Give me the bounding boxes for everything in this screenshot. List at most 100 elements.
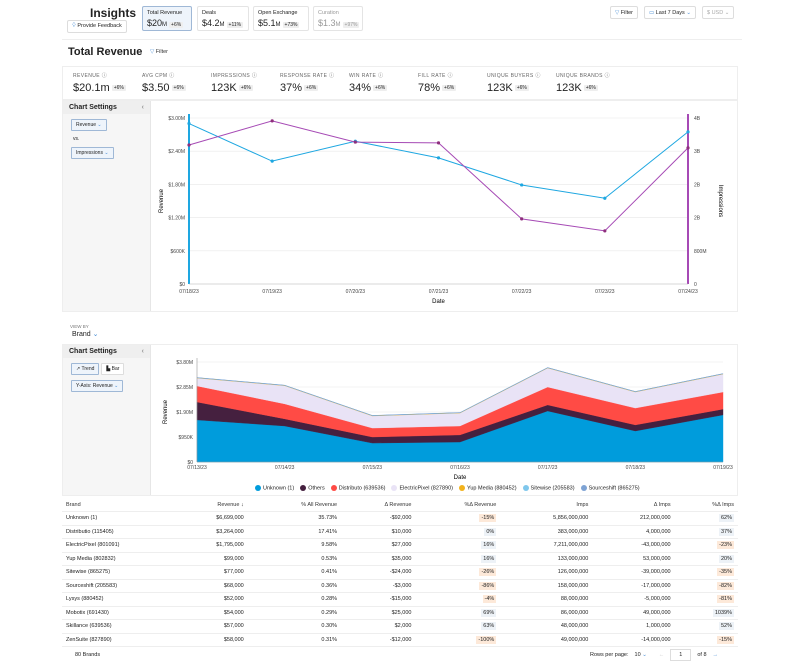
prev-page-icon[interactable]: ← bbox=[658, 652, 665, 658]
column-header[interactable]: %Δ Imps bbox=[674, 498, 738, 512]
data-point-impressions[interactable] bbox=[603, 229, 607, 233]
collapse-icon[interactable]: ‹ bbox=[141, 348, 144, 355]
cell-value: 126,000,000 bbox=[557, 569, 589, 576]
provide-feedback-button[interactable]: 💡︎ Provide Feedback bbox=[67, 20, 127, 33]
x-tick-label: 07/18/23 bbox=[626, 465, 646, 471]
section-filter-button[interactable]: ▽ Filter bbox=[150, 49, 168, 55]
sort-desc-icon[interactable]: ↓ bbox=[239, 501, 244, 508]
tab-label: Deals bbox=[202, 10, 217, 16]
data-point-impressions[interactable] bbox=[353, 140, 357, 144]
x-tick-label: 07/18/23 bbox=[179, 289, 199, 295]
table-cell: Yup Media (802832) bbox=[62, 552, 172, 566]
cell-value: Mobotix (691430) bbox=[66, 609, 109, 616]
info-icon[interactable]: ⓘ bbox=[167, 73, 175, 79]
filter-button[interactable]: ▽ Filter bbox=[610, 6, 638, 19]
table-cell: 49,000,000 bbox=[500, 633, 593, 647]
metric2-select[interactable]: Impressions ⌄ bbox=[71, 147, 114, 159]
table-cell: -82% bbox=[674, 579, 738, 593]
y-tick-label: $2.40M bbox=[168, 149, 185, 155]
legend-item[interactable]: Sourceshift (865275) bbox=[580, 485, 640, 491]
table-row[interactable]: Mobotix (691430) $54,000 0.29% $25,000 69% 86… bbox=[62, 606, 738, 620]
table-row[interactable]: Unknown (1) $6,699,000 35.73% -$92,000 -15% 5… bbox=[62, 511, 738, 526]
y-tick-label: $600K bbox=[171, 249, 186, 255]
info-icon[interactable]: ⓘ bbox=[602, 73, 611, 79]
table-row[interactable]: ZenSuite (827890) $58,000 0.31% -$12,000 -10… bbox=[62, 633, 738, 647]
trend-toggle[interactable]: ↗ Trend bbox=[71, 363, 100, 375]
area-sourceshift[interactable] bbox=[196, 367, 724, 416]
kpi-value-row: 34% +6% bbox=[349, 82, 418, 94]
table-row[interactable]: Sourceshift (205583) $68,000 0.36% -$3,000 -… bbox=[62, 579, 738, 593]
legend-item[interactable]: Yup Media (880452) bbox=[458, 485, 517, 491]
table-row[interactable]: Yup Media (802832) $99,000 0.53% $35,000 16%… bbox=[62, 552, 738, 566]
cell-value: Sourceshift (205583) bbox=[66, 582, 118, 589]
column-header[interactable]: Imps bbox=[500, 498, 593, 512]
data-point-revenue[interactable] bbox=[270, 159, 274, 163]
table-cell: $99,000 bbox=[172, 552, 248, 566]
y-axis-select[interactable]: Y-Axis: Revenue ⌄ bbox=[71, 380, 124, 392]
collapse-icon[interactable]: ‹ bbox=[141, 104, 144, 111]
metric-tab[interactable]: Total Revenue $20M +6% bbox=[142, 6, 192, 31]
legend-item[interactable]: Others bbox=[300, 485, 325, 491]
chevron-down-icon: ⌄ bbox=[104, 150, 109, 156]
table-row[interactable]: Lysys (880452) $52,000 0.28% -$15,000 -4% 88,… bbox=[62, 592, 738, 607]
column-header[interactable]: Δ Revenue bbox=[341, 498, 416, 512]
kpi-value: $3.50 bbox=[142, 82, 170, 94]
legend-item[interactable]: Sitewise (205583) bbox=[522, 485, 575, 491]
table-cell: 88,000,000 bbox=[500, 592, 593, 607]
kpi-label-row: RESPONSE RATE ⓘ bbox=[280, 72, 349, 79]
legend-item[interactable]: Distributo (639536) bbox=[330, 485, 385, 491]
column-header[interactable]: Revenue ↓ bbox=[172, 498, 248, 512]
info-icon[interactable]: ⓘ bbox=[533, 73, 541, 79]
info-icon[interactable]: ⓘ bbox=[327, 73, 335, 79]
cell-value: -17,000,000 bbox=[641, 582, 671, 589]
metric1-select[interactable]: Revenue ⌄ bbox=[71, 119, 107, 131]
info-icon[interactable]: ⓘ bbox=[445, 73, 453, 79]
kpi-label-row: AVG CPM ⓘ bbox=[142, 72, 211, 79]
data-point-revenue[interactable] bbox=[686, 130, 690, 134]
column-header-label: % All Revenue bbox=[301, 501, 338, 508]
metric-tab[interactable]: Deals $4.2M +11% bbox=[197, 6, 249, 31]
data-point-impressions[interactable] bbox=[686, 146, 690, 150]
table-cell: $6,699,000 bbox=[172, 511, 248, 526]
data-point-impressions[interactable] bbox=[436, 141, 441, 145]
metric-tab[interactable]: Open Exchange $5.1M +73% bbox=[253, 6, 309, 31]
column-header[interactable]: %Δ Revenue bbox=[415, 498, 501, 512]
table-row[interactable]: Sitewise (865275) $77,000 0.41% -$24,000 -26… bbox=[62, 565, 738, 580]
bar-toggle[interactable]: ▙ Bar bbox=[101, 363, 125, 375]
view-by-select[interactable]: Brand ⌄ bbox=[72, 331, 99, 338]
table-cell: 0.29% bbox=[247, 606, 342, 620]
column-header[interactable]: % All Revenue bbox=[247, 498, 342, 512]
table-cell: 0% bbox=[415, 525, 501, 539]
next-page-icon[interactable]: → bbox=[712, 652, 719, 658]
info-icon[interactable]: ⓘ bbox=[99, 73, 108, 79]
legend-swatch bbox=[391, 485, 398, 491]
page-input[interactable]: 1 bbox=[670, 649, 692, 661]
rows-per-page-select[interactable]: 10 ⌄ bbox=[634, 652, 647, 658]
tab-change: +73% bbox=[282, 22, 300, 28]
column-header[interactable]: Δ Imps bbox=[592, 498, 675, 512]
table-row[interactable]: Distributio (115405) $3,264,000 17.41% $10,… bbox=[62, 525, 738, 539]
y-axis-title: Revenue bbox=[163, 399, 169, 424]
data-point-impressions[interactable] bbox=[187, 143, 191, 147]
legend-item[interactable]: ElectricPixel (827890) bbox=[391, 485, 453, 491]
legend-item[interactable]: Unknown (1) bbox=[255, 485, 294, 491]
data-point-impressions[interactable] bbox=[270, 119, 274, 123]
metric-tab[interactable]: Curation $1.3M +97% bbox=[313, 6, 363, 31]
info-icon[interactable]: ⓘ bbox=[250, 73, 258, 79]
column-header-label: Brand bbox=[66, 501, 81, 508]
table-row[interactable]: Skillance (639536) $57,000 0.30% $2,000 63% 4… bbox=[62, 619, 738, 634]
table-cell: -43,000,000 bbox=[592, 538, 675, 553]
table-cell: $52,000 bbox=[172, 592, 248, 607]
info-icon[interactable]: ⓘ bbox=[376, 73, 384, 79]
data-point-revenue[interactable] bbox=[187, 121, 191, 126]
data-point-revenue[interactable] bbox=[520, 183, 524, 187]
table-row[interactable]: ElectricPixel (801091) $1,795,000 9.58% $27… bbox=[62, 538, 738, 553]
tab-value-row: $5.1M +73% bbox=[258, 18, 304, 28]
date-range-select[interactable]: ▭ Last 7 Days ⌄ bbox=[644, 6, 696, 19]
data-point-revenue[interactable] bbox=[603, 196, 607, 200]
data-point-revenue[interactable] bbox=[436, 156, 441, 160]
data-point-impressions[interactable] bbox=[520, 217, 524, 221]
column-header[interactable]: Brand bbox=[62, 498, 172, 512]
legend-swatch bbox=[330, 485, 337, 491]
currency-select[interactable]: $ USD ⌄ bbox=[702, 6, 735, 19]
